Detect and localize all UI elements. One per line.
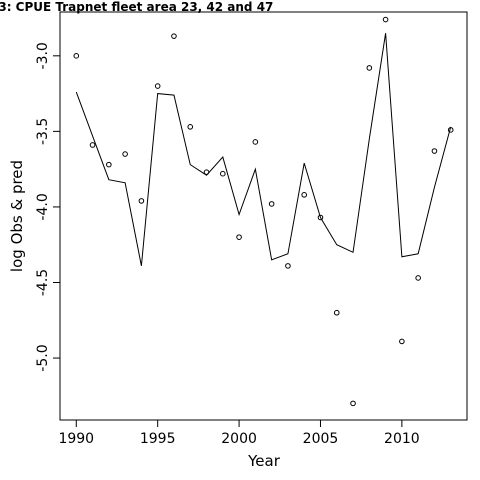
x-tick-label: 1995 (140, 431, 176, 447)
observed-point (399, 338, 405, 345)
observed-point (236, 234, 242, 240)
y-tick-label: -4.0 (35, 193, 51, 220)
observed-point (301, 192, 308, 198)
plot-frame (59, 11, 468, 421)
x-tick-label: 2010 (384, 431, 420, 447)
y-axis-label: log Obs & pred (8, 160, 26, 272)
observed-point (415, 275, 421, 281)
observed-point (122, 151, 128, 157)
series-points-group (73, 16, 454, 407)
observed-point (317, 214, 324, 221)
observed-point (171, 33, 177, 39)
observed-point (382, 16, 389, 23)
y-tick-label: -3.5 (35, 118, 51, 145)
series-line-group (75, 33, 452, 266)
observed-point (366, 65, 373, 71)
observed-point (154, 83, 161, 89)
observed-point (187, 124, 194, 130)
observed-point (73, 53, 80, 59)
y-tick-label: -4.5 (35, 269, 51, 296)
x-axis-label: Year (247, 452, 281, 470)
observed-point (138, 198, 145, 204)
x-tick-label: 2000 (221, 431, 257, 447)
y-tick-label: -5.0 (35, 344, 51, 371)
observed-point (252, 139, 259, 145)
y-tick-label: -3.0 (35, 42, 51, 69)
observed-point (431, 148, 438, 154)
chart-title: 03: CPUE Trapnet fleet area 23, 42 and 4… (0, 0, 273, 14)
observed-point (350, 400, 356, 407)
predicted-line (75, 33, 452, 266)
observed-point (285, 263, 291, 269)
y-axis: -3.0 -3.5 -4.0 -4.5 -5.0 (35, 42, 60, 372)
observed-point (333, 309, 340, 316)
x-axis: 1990 1995 2000 2005 2010 (58, 420, 420, 447)
observed-point (220, 170, 226, 177)
x-tick-label: 1990 (58, 431, 94, 447)
x-tick-label: 2005 (303, 431, 339, 447)
observed-point (106, 161, 112, 168)
observed-point (203, 169, 210, 175)
observed-point (268, 201, 275, 207)
observed-point (89, 142, 96, 148)
observed-point (447, 127, 454, 133)
